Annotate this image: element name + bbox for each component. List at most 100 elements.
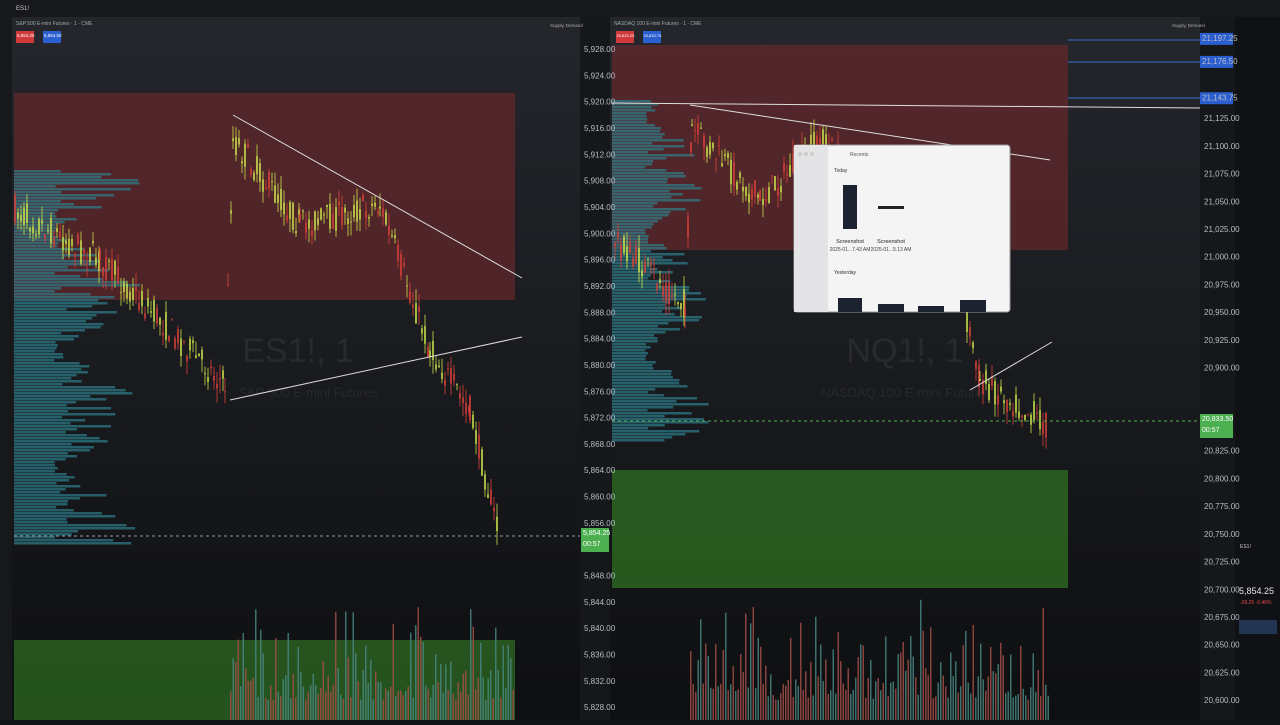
candle-body (966, 309, 968, 332)
watermark-name: NASDAQ 100 E-mini Futures (821, 385, 990, 400)
volume-bar (922, 630, 924, 720)
volume-bar (360, 699, 362, 720)
volume-profile-row (612, 388, 656, 391)
file-thumbnail[interactable] (878, 206, 904, 209)
volume-bar (280, 696, 282, 720)
volume-bar (440, 663, 442, 720)
file-thumbnail[interactable] (838, 298, 862, 312)
candle-body (715, 158, 717, 160)
file-thumbnail[interactable] (878, 304, 904, 312)
volume-profile-row (612, 133, 665, 136)
volume-profile-row (14, 203, 75, 206)
volume-bar (325, 691, 327, 720)
volume-profile-row (14, 485, 81, 488)
volume-bar (422, 641, 424, 720)
candle-body (241, 161, 243, 164)
volume-bar (925, 668, 927, 720)
volume-bar (970, 693, 972, 720)
candle-body (1012, 411, 1014, 417)
section-title: Today (834, 168, 848, 174)
volume-profile-row (14, 416, 63, 419)
volume-profile-row (612, 427, 649, 430)
price-tick-label: 21,100.00 (1204, 142, 1240, 151)
volume-bar (457, 682, 459, 720)
volume-profile-row (14, 356, 64, 359)
volume-profile-row (612, 310, 663, 313)
volume-bar (482, 677, 484, 720)
price-tick-label: 5,864.00 (584, 466, 616, 475)
volume-bar (715, 644, 717, 720)
volume-profile-row (14, 530, 78, 533)
volume-bar (982, 679, 984, 720)
volume-profile-row (612, 208, 686, 211)
buy-button[interactable] (43, 31, 61, 43)
window-button[interactable] (810, 152, 814, 156)
demand-zone (612, 470, 1068, 588)
volume-bar (912, 656, 914, 720)
price-tick-label: 20,925.00 (1204, 336, 1240, 345)
toolbar-symbol[interactable]: ES1! (16, 6, 29, 12)
volume-profile-row (612, 268, 658, 271)
sell-button[interactable] (16, 31, 34, 43)
candle-body (626, 246, 628, 262)
volume-bar (850, 694, 852, 720)
candle-body (38, 219, 40, 235)
candle-body (623, 236, 625, 254)
volume-bar (870, 659, 872, 720)
window-button[interactable] (798, 152, 802, 156)
file-thumbnail[interactable] (960, 300, 986, 312)
sell-button[interactable] (616, 31, 634, 43)
volume-bar (320, 687, 322, 720)
volume-profile-row (612, 178, 669, 181)
volume-bar (505, 688, 507, 720)
price-tick-label: 20,900.00 (1204, 364, 1240, 373)
buy-button[interactable] (643, 31, 661, 43)
volume-bar (445, 664, 447, 720)
volume-profile-row (612, 313, 675, 316)
volume-profile-row (14, 335, 79, 338)
candle-body (647, 258, 649, 260)
volume-profile-row (14, 278, 104, 281)
volume-bar (395, 696, 397, 720)
candle-body (68, 238, 70, 255)
price-tick-label: 5,832.00 (584, 677, 616, 686)
candle-body (677, 301, 679, 305)
candle-body (421, 328, 423, 334)
top-toolbar (0, 0, 1280, 17)
candle-body (183, 340, 185, 342)
volume-bar (700, 619, 702, 720)
volume-bar (345, 611, 347, 720)
file-thumbnail[interactable] (918, 306, 944, 312)
volume-bar (335, 611, 337, 720)
volume-profile-row (612, 130, 660, 133)
file-name[interactable]: Screenshot (836, 239, 864, 245)
volume-profile-row (612, 355, 646, 358)
candle-body (641, 270, 643, 277)
price-tick-label: 20,675.00 (1204, 613, 1240, 622)
volume-bar (470, 609, 472, 720)
file-thumbnail[interactable] (843, 185, 857, 229)
file-name[interactable]: Screenshot (877, 239, 905, 245)
candle-body (969, 326, 971, 337)
candle-body (444, 379, 446, 386)
window-button[interactable] (804, 152, 808, 156)
candle-body (379, 206, 381, 209)
volume-profile-row (14, 344, 58, 347)
volume-bar (362, 670, 364, 720)
candle-body (730, 159, 732, 185)
candle-body (219, 378, 221, 380)
volume-bar (997, 663, 999, 720)
volume-bar (782, 683, 784, 720)
volume-bar (255, 609, 257, 720)
candle-body (462, 397, 464, 404)
volume-bar (1047, 695, 1049, 720)
volume-bar (865, 698, 867, 720)
volume-profile-row (14, 467, 58, 470)
candle-body (762, 198, 764, 206)
candle-body (44, 234, 46, 239)
volume-bar (817, 676, 819, 720)
volume-bar (500, 697, 502, 720)
candle-body (71, 239, 73, 247)
watchlist-sidebar (1235, 17, 1280, 720)
level-tag (1200, 32, 1233, 45)
